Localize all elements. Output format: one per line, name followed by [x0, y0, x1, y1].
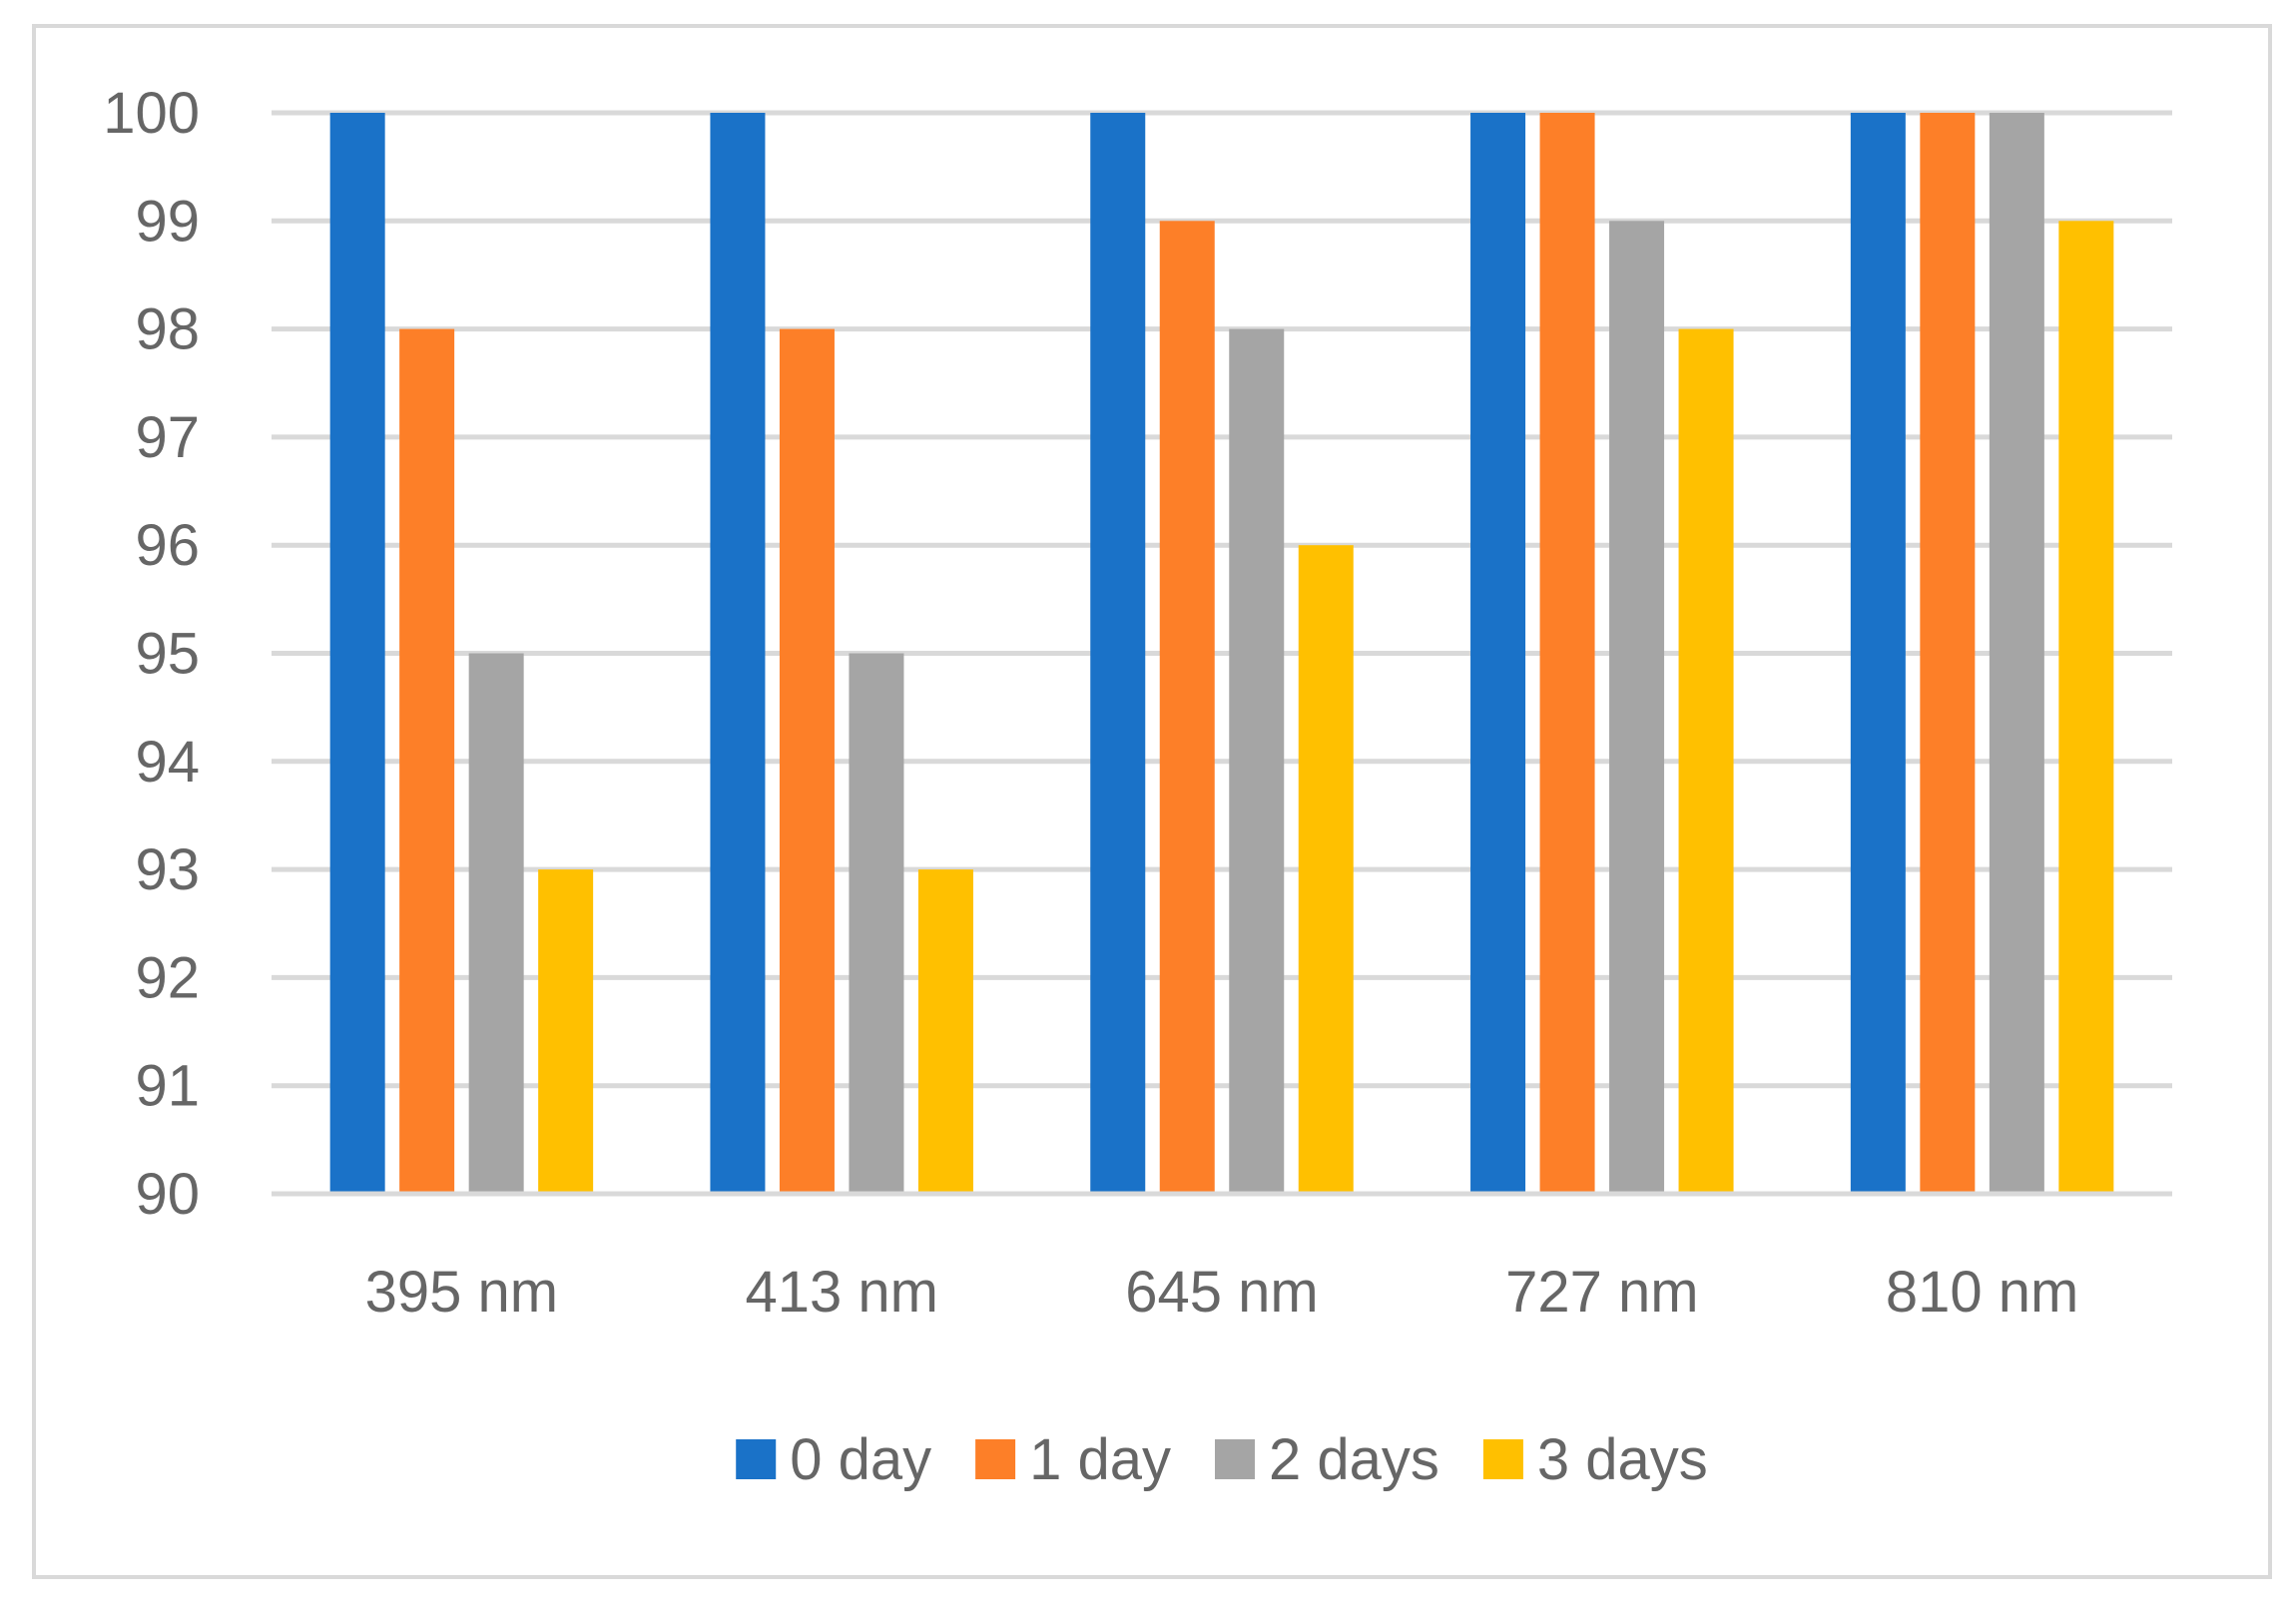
bar-0-day-413-nm — [710, 113, 766, 1194]
bar-2-days-395-nm — [468, 653, 524, 1194]
x-tick-label: 727 nm — [1505, 1260, 1698, 1325]
bar-2-days-413-nm — [849, 653, 904, 1194]
y-tick-label: 90 — [135, 1162, 200, 1227]
bar-2-days-810-nm — [1989, 113, 2044, 1194]
y-tick-label: 93 — [135, 837, 200, 902]
y-tick-label: 92 — [135, 945, 200, 1010]
bar-1-day-645-nm — [1159, 221, 1215, 1195]
y-axis-ticks: 90 91 92 93 94 95 96 97 98 99 100 — [103, 81, 200, 1227]
bar-1-day-810-nm — [1920, 113, 1976, 1194]
y-tick-label: 95 — [135, 622, 200, 687]
legend-swatch — [1215, 1439, 1255, 1479]
bar-1-day-395-nm — [399, 328, 455, 1195]
x-tick-label: 395 nm — [365, 1260, 558, 1325]
legend-swatch — [1482, 1439, 1523, 1479]
y-tick-label: 97 — [135, 405, 200, 470]
y-tick-label: 94 — [135, 730, 200, 795]
y-tick-label: 91 — [135, 1054, 200, 1119]
legend-label: 2 days — [1269, 1427, 1439, 1492]
legend-label: 0 day — [790, 1427, 931, 1492]
y-tick-label: 100 — [103, 81, 200, 146]
legend-item-2-days: 2 days — [1215, 1427, 1439, 1492]
bar-3-days-810-nm — [2058, 221, 2114, 1195]
bar-3-days-645-nm — [1298, 545, 1354, 1194]
y-tick-label: 99 — [135, 189, 200, 254]
bars — [272, 113, 2172, 1197]
bar-1-day-413-nm — [779, 328, 835, 1195]
legend-item-1-day: 1 day — [975, 1427, 1171, 1492]
legend-label: 1 day — [1029, 1427, 1171, 1492]
y-tick-label: 98 — [135, 297, 200, 362]
bar-3-days-413-nm — [917, 869, 973, 1194]
x-tick-label: 645 nm — [1125, 1260, 1318, 1325]
legend-item-3-days: 3 days — [1482, 1427, 1708, 1492]
y-tick-label: 96 — [135, 513, 200, 578]
bar-3-days-727-nm — [1678, 328, 1734, 1195]
legend-swatch — [736, 1439, 777, 1479]
legend-item-0-day: 0 day — [736, 1427, 931, 1492]
x-tick-label: 810 nm — [1886, 1260, 2078, 1325]
x-tick-label: 413 nm — [745, 1260, 937, 1325]
bar-0-day-645-nm — [1090, 113, 1146, 1194]
bar-2-days-645-nm — [1229, 328, 1285, 1195]
bar-2-days-727-nm — [1609, 221, 1665, 1195]
legend-swatch — [975, 1439, 1016, 1479]
legend-label: 3 days — [1537, 1427, 1708, 1492]
bar-0-day-727-nm — [1470, 113, 1526, 1194]
bar-0-day-395-nm — [329, 113, 385, 1194]
bar-0-day-810-nm — [1850, 113, 1906, 1194]
bar-3-days-395-nm — [538, 869, 594, 1194]
x-axis-ticks: 395 nm 413 nm 645 nm 727 nm 810 nm — [365, 1260, 2079, 1325]
legend: 0 day 1 day 2 days 3 days — [736, 1427, 1708, 1492]
bar-1-day-727-nm — [1539, 113, 1595, 1194]
